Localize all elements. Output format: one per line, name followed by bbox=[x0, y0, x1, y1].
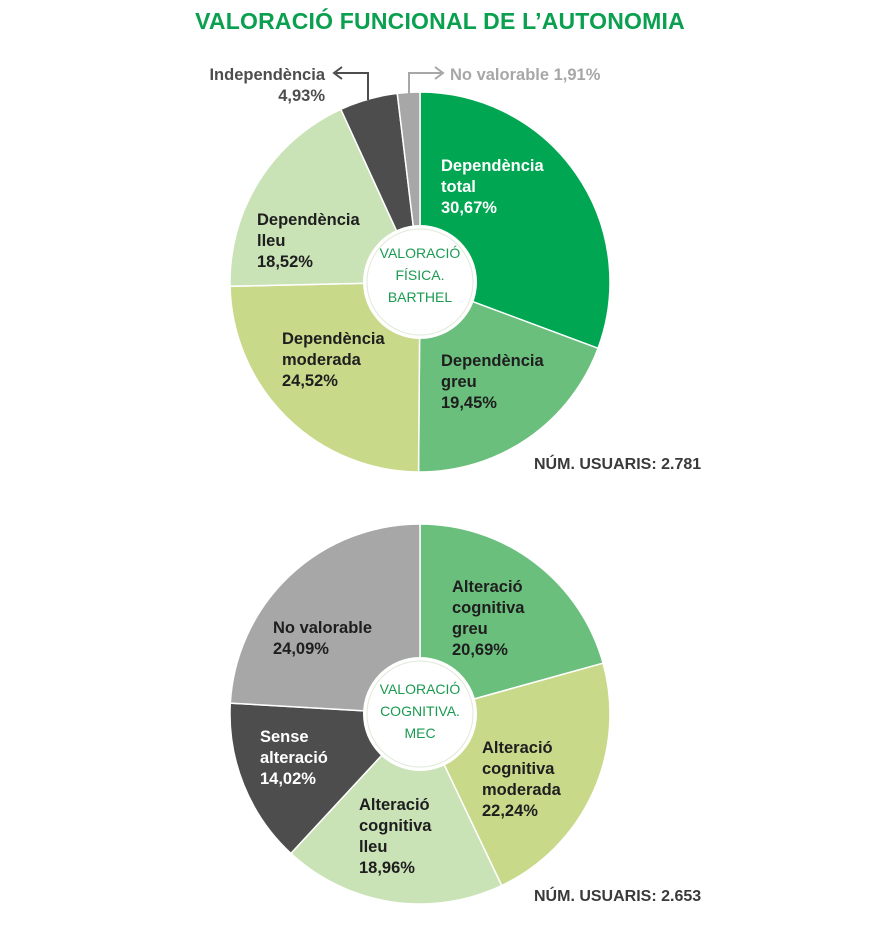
slice-label: Dependència lleu 18,52% bbox=[257, 211, 361, 271]
page-title: VALORACIÓ FUNCIONAL DE L’AUTONOMIA bbox=[195, 8, 685, 34]
arrow-independencia bbox=[336, 72, 369, 100]
slice-label: Dependència total 30,67% bbox=[441, 157, 545, 217]
center-circle bbox=[366, 660, 474, 768]
pie-slice bbox=[419, 523, 605, 715]
users-count-mec: NÚM. USUARIS: 2.653 bbox=[534, 888, 702, 905]
pie-chart-2: VALORACIÓ COGNITIVA. MEC bbox=[229, 523, 611, 905]
pie-slice bbox=[229, 108, 422, 288]
pie-slice bbox=[289, 712, 503, 905]
center-label: VALORACIÓ COGNITIVA. MEC bbox=[380, 681, 461, 741]
slice-label: Dependència moderada 24,52% bbox=[282, 330, 386, 390]
slice-label: Alteració cognitiva moderada 22,24% bbox=[482, 739, 562, 820]
arrowhead-no-valorable bbox=[434, 66, 445, 80]
slice-label: Independència 4,93% bbox=[209, 66, 325, 105]
slice-label: No valorable 1,91% bbox=[450, 66, 601, 84]
slice-label: Alteració cognitiva greu 20,69% bbox=[452, 578, 525, 659]
arrowhead-independencia bbox=[332, 66, 343, 80]
arrow-no-valorable bbox=[408, 72, 441, 96]
pie-slice bbox=[229, 281, 421, 473]
slice-label: No valorable 24,09% bbox=[273, 619, 372, 658]
users-count-barthel: NÚM. USUARIS: 2.781 bbox=[534, 456, 702, 473]
slice-label: Sense alteració 14,02% bbox=[260, 728, 328, 788]
center-circle bbox=[366, 228, 474, 336]
leader-arrows bbox=[332, 66, 445, 100]
pie-slice bbox=[417, 280, 600, 473]
pie-chart-1: VALORACIÓ FÍSICA. BARTHEL bbox=[229, 91, 611, 473]
slice-label: Dependència greu 19,45% bbox=[441, 352, 545, 412]
slice-label: Alteració cognitiva lleu 18,96% bbox=[359, 796, 432, 877]
center-label: VALORACIÓ FÍSICA. BARTHEL bbox=[380, 245, 461, 305]
pie-slice bbox=[229, 523, 421, 715]
